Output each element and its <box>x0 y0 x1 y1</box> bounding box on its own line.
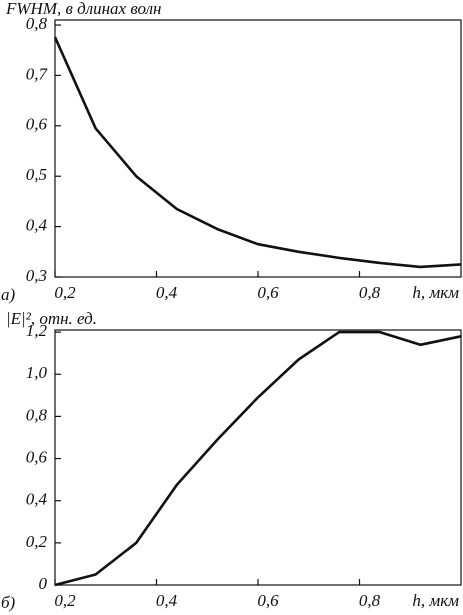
y-axis-label: FWHM, в длинах волн <box>5 0 161 18</box>
y-tick-label: 1,0 <box>26 363 48 382</box>
y-tick-label: 0,4 <box>26 490 48 509</box>
y-tick-label: 0 <box>39 574 48 593</box>
y-tick-label: 0,3 <box>26 266 47 285</box>
x-axis-label: h, мкм <box>412 591 459 610</box>
data-line <box>54 330 462 587</box>
y-tick-label: 0,4 <box>26 216 48 235</box>
x-tick-label: 0,8 <box>359 591 381 610</box>
data-line <box>53 36 462 269</box>
y-tick-label: 1,2 <box>26 321 48 340</box>
x-tick-label: 0,6 <box>257 283 279 302</box>
y-tick-label: 0,2 <box>26 532 48 551</box>
y-tick-label: 0,6 <box>26 447 48 466</box>
plot-frame <box>54 329 462 586</box>
panel-label: а) <box>1 285 16 304</box>
y-axis-label: |E|², отн. ед. <box>6 309 97 328</box>
x-tick-label: 0,4 <box>156 591 178 610</box>
plot-frame <box>54 19 462 278</box>
y-tick-label: 0,8 <box>26 14 48 33</box>
y-tick-label: 0,5 <box>26 165 47 184</box>
y-tick-label: 0,8 <box>26 405 48 424</box>
x-tick-label: 0,2 <box>54 591 76 610</box>
x-tick-label: 0,6 <box>257 591 279 610</box>
panel-label: б) <box>1 593 16 612</box>
y-tick-label: 0,7 <box>26 64 49 83</box>
x-tick-label: 0,2 <box>54 283 76 302</box>
x-axis-label: h, мкм <box>412 283 459 302</box>
x-tick-label: 0,4 <box>156 283 178 302</box>
x-tick-label: 0,8 <box>359 283 381 302</box>
y-tick-label: 0,6 <box>26 115 48 134</box>
